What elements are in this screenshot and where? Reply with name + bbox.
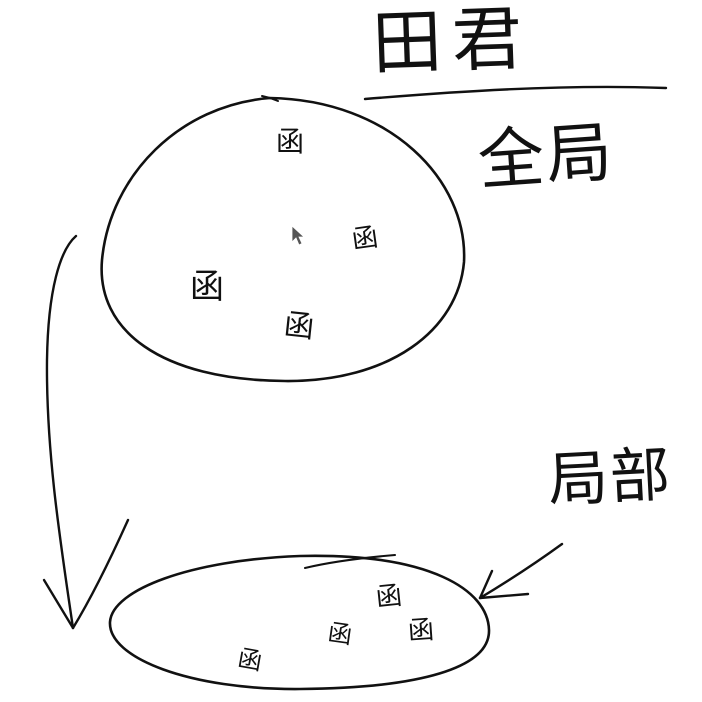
local-particle: 函 xyxy=(374,580,404,614)
pointer-arrow-icon xyxy=(291,225,306,246)
local-pointer-shaft xyxy=(478,542,564,600)
title-underline xyxy=(363,85,668,101)
label-global: 全局 xyxy=(475,113,617,200)
global-dome-outline xyxy=(100,96,466,383)
local-pointer-head xyxy=(478,569,530,600)
ellipse-overstroke xyxy=(304,554,396,569)
local-particle: 函 xyxy=(235,644,265,676)
down-arrow-head-left xyxy=(42,578,75,630)
dome-top-tick xyxy=(261,95,279,102)
title-text: 田君 xyxy=(370,0,534,85)
label-local: 局部 xyxy=(546,439,674,517)
global-particle: 函 xyxy=(350,222,380,256)
global-particle: 函 xyxy=(282,307,316,346)
local-particle: 函 xyxy=(326,618,354,650)
down-arrow-shaft xyxy=(45,234,78,630)
global-particle: 函 xyxy=(190,267,224,307)
global-particle: 函 xyxy=(276,125,305,158)
local-ellipse-outline xyxy=(108,554,491,691)
local-particle: 函 xyxy=(406,615,436,647)
down-arrow-head-right xyxy=(71,518,130,630)
